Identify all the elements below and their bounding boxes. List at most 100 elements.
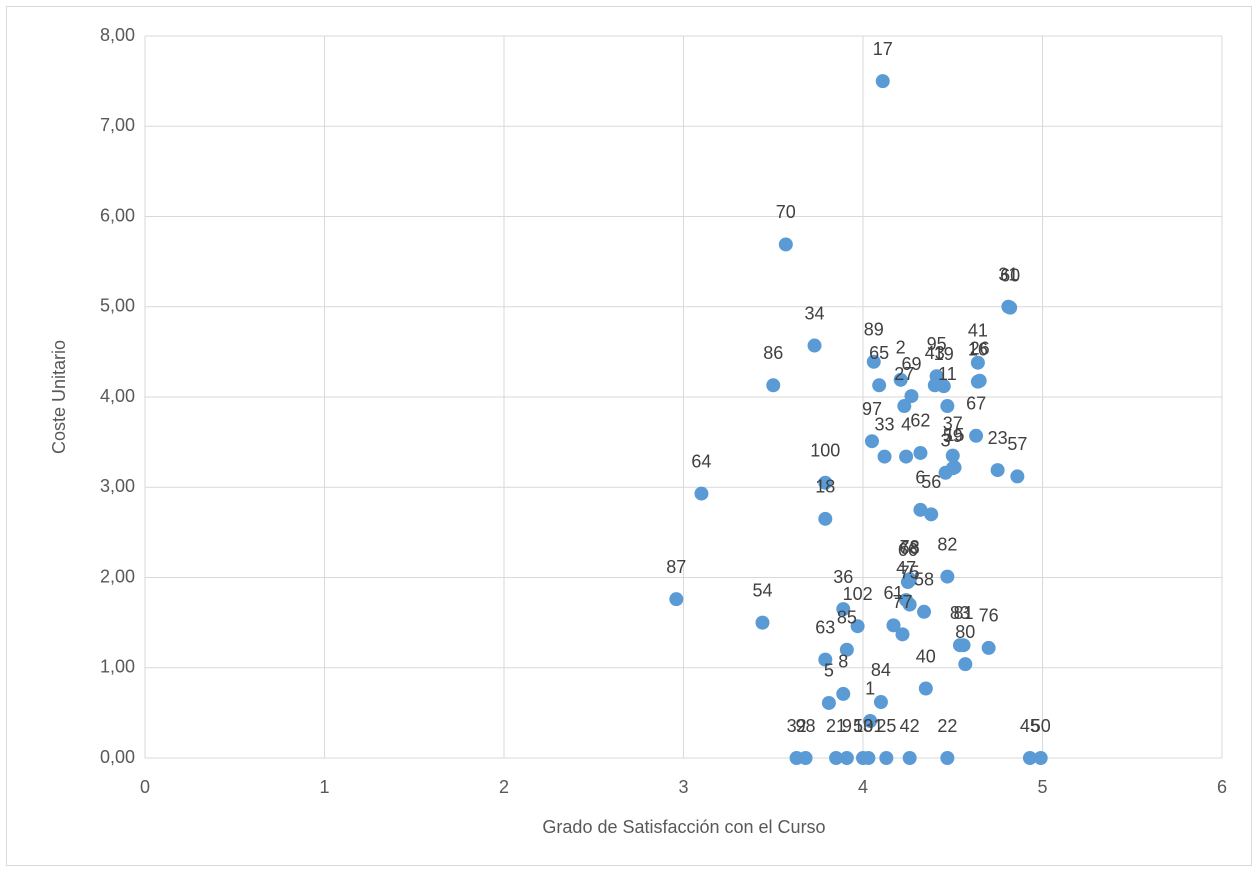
y-axis-label: Coste Unitario <box>49 340 69 454</box>
point <box>839 751 854 765</box>
point-label: 8 <box>838 652 848 672</box>
y-tick-label: 7,00 <box>100 115 135 135</box>
x-tick-label: 1 <box>319 777 329 797</box>
point-label: 64 <box>691 451 711 471</box>
point <box>818 511 833 526</box>
point-label: 86 <box>763 343 783 363</box>
point-label: 85 <box>837 607 857 627</box>
point-label: 34 <box>805 303 825 323</box>
point-label: 50 <box>1031 716 1051 736</box>
point-label: 22 <box>937 716 957 736</box>
point-label: 69 <box>901 354 921 374</box>
y-tick-label: 3,00 <box>100 476 135 496</box>
point-label: 3 <box>941 431 951 451</box>
point <box>947 460 962 475</box>
point <box>755 615 770 630</box>
point-label: 95 <box>927 334 947 354</box>
point-label: 32 <box>787 716 807 736</box>
point-label: 58 <box>914 570 934 590</box>
point <box>864 434 879 449</box>
point-label: 33 <box>875 414 895 434</box>
point-label: 57 <box>1007 434 1027 454</box>
y-tick-label: 8,00 <box>100 25 135 45</box>
point <box>981 640 996 655</box>
point <box>918 681 933 696</box>
point <box>872 378 887 393</box>
point-label: 18 <box>815 477 835 497</box>
point <box>902 751 917 765</box>
point-label: 84 <box>871 660 891 680</box>
point <box>836 686 851 701</box>
point-label: 27 <box>894 364 914 384</box>
point <box>766 378 781 393</box>
point <box>875 74 890 89</box>
x-tick-label: 5 <box>1037 777 1047 797</box>
point-label: 4 <box>901 414 911 434</box>
chart-border <box>6 6 1252 866</box>
point <box>958 657 973 672</box>
point-label: 56 <box>921 472 941 492</box>
point <box>893 372 908 387</box>
point <box>863 713 878 728</box>
point-label: 36 <box>833 567 853 587</box>
y-tick-label: 4,00 <box>100 386 135 406</box>
point-label: 61 <box>883 583 903 603</box>
point-label: 19 <box>934 344 954 364</box>
point <box>877 449 892 464</box>
point <box>970 374 985 389</box>
point <box>945 448 960 463</box>
point <box>940 399 955 414</box>
point-label: 42 <box>900 716 920 736</box>
point-label: 76 <box>979 606 999 626</box>
point-label: 87 <box>666 557 686 577</box>
point <box>818 475 833 490</box>
point-label: 75 <box>900 562 920 582</box>
point-label: 5 <box>824 661 834 681</box>
point <box>924 507 939 522</box>
point-label: 89 <box>864 320 884 340</box>
point-label: 31 <box>998 265 1018 285</box>
point <box>899 449 914 464</box>
point <box>821 695 836 710</box>
point-label: 15 <box>945 425 965 445</box>
point <box>902 597 917 612</box>
point <box>850 619 865 634</box>
point-label: 17 <box>873 39 893 59</box>
point <box>913 502 928 517</box>
point <box>904 389 919 404</box>
x-axis-label: Grado de Satisfacción con el Curso <box>542 817 825 837</box>
point <box>861 751 876 765</box>
point-label: 63 <box>815 617 835 637</box>
point-label: 54 <box>752 580 772 600</box>
point <box>694 486 709 501</box>
point <box>917 604 932 619</box>
point-label: 83 <box>950 603 970 623</box>
point-label: 9 <box>842 716 852 736</box>
point-label: 60 <box>1000 265 1020 285</box>
point <box>829 751 844 765</box>
point-label: 47 <box>896 558 916 578</box>
point <box>807 338 822 353</box>
y-tick-label: 0,00 <box>100 747 135 767</box>
point <box>969 428 984 443</box>
point-label: 1 <box>865 679 875 699</box>
point <box>940 751 955 765</box>
point <box>940 569 955 584</box>
point <box>778 237 793 252</box>
point-label: 65 <box>869 343 889 363</box>
point <box>895 627 910 642</box>
point <box>970 355 985 370</box>
point-label: 101 <box>853 716 883 736</box>
point-label: 23 <box>988 428 1008 448</box>
point <box>836 602 851 617</box>
point-label: 66 <box>898 540 918 560</box>
point <box>902 572 917 587</box>
point-label: 81 <box>954 603 974 623</box>
x-tick-label: 2 <box>499 777 509 797</box>
point-label: 43 <box>925 343 945 363</box>
x-tick-label: 3 <box>678 777 688 797</box>
y-tick-label: 1,00 <box>100 657 135 677</box>
point-label: 102 <box>843 584 873 604</box>
point-label: 67 <box>966 394 986 414</box>
point-label: 98 <box>796 716 816 736</box>
